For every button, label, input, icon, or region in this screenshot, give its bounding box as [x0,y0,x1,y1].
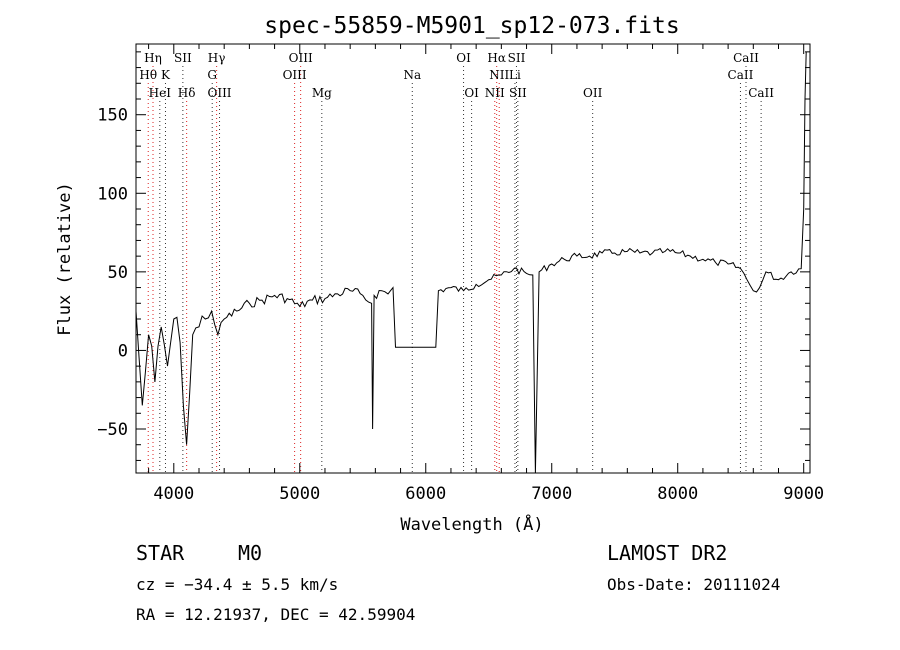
line-marker-label: OI [456,51,471,65]
line-marker-label: HeI [149,86,172,100]
line-marker-label: Hη [144,51,162,65]
line-marker-label: SII [174,51,192,65]
observation-date: Obs-Date: 20111024 [607,575,780,594]
x-tick-label: 7000 [531,484,572,504]
y-axis-label: Flux (relative) [55,182,75,336]
x-tick-label: 4000 [153,484,194,504]
line-marker-label: G [207,68,217,82]
line-marker-label: Li [509,68,521,82]
x-tick-label: 9000 [783,484,824,504]
line-marker-label: OI [464,86,479,100]
line-marker-label: NII [485,86,505,100]
x-tick-label: 6000 [405,484,446,504]
line-marker-label: Hγ [208,51,226,65]
x-tick-label: 5000 [279,484,320,504]
line-marker-label: OIII [283,68,307,82]
x-tick-label: 8000 [657,484,698,504]
line-marker-label: CaII [748,86,774,100]
line-marker-label: CaII [728,68,754,82]
line-marker-label: Hδ [178,86,196,100]
y-tick-label: 50 [108,263,128,283]
y-tick-label: −50 [97,420,128,440]
chart-title: spec-55859-M5901_sp12-073.fits [264,13,679,39]
x-axis-ticks: 4000 5000 6000 7000 8000 9000 [148,44,824,504]
redshift-value: cz = −34.4 ± 5.5 km/s [136,575,338,594]
line-marker-label: K [161,68,171,82]
line-marker-label: NII [489,68,509,82]
y-tick-label: 150 [97,106,128,126]
y-axis-ticks: −50 0 50 100 150 [97,51,810,461]
line-marker-label: CaII [733,51,759,65]
y-tick-label: 0 [118,341,128,361]
line-marker-label: OII [583,86,603,100]
line-marker-label: Na [403,68,421,82]
sky-coordinates: RA = 12.21937, DEC = 42.59904 [136,605,415,624]
line-marker-label: OIII [289,51,313,65]
line-marker-label: SII [508,51,526,65]
line-marker-label: Hα [487,51,506,65]
survey-name: LAMOST DR2 [607,541,727,565]
object-subclass: M0 [238,541,262,565]
line-marker-label: SII [509,86,527,100]
x-axis-label: Wavelength (Å) [400,513,543,535]
object-class: STAR [136,541,185,565]
line-marker-label: Hθ [139,68,157,82]
line-marker-label: OIII [207,86,231,100]
plot-frame [135,43,811,474]
line-marker-label: Mg [312,86,332,100]
y-tick-label: 100 [97,184,128,204]
spectrum-line [135,51,807,474]
